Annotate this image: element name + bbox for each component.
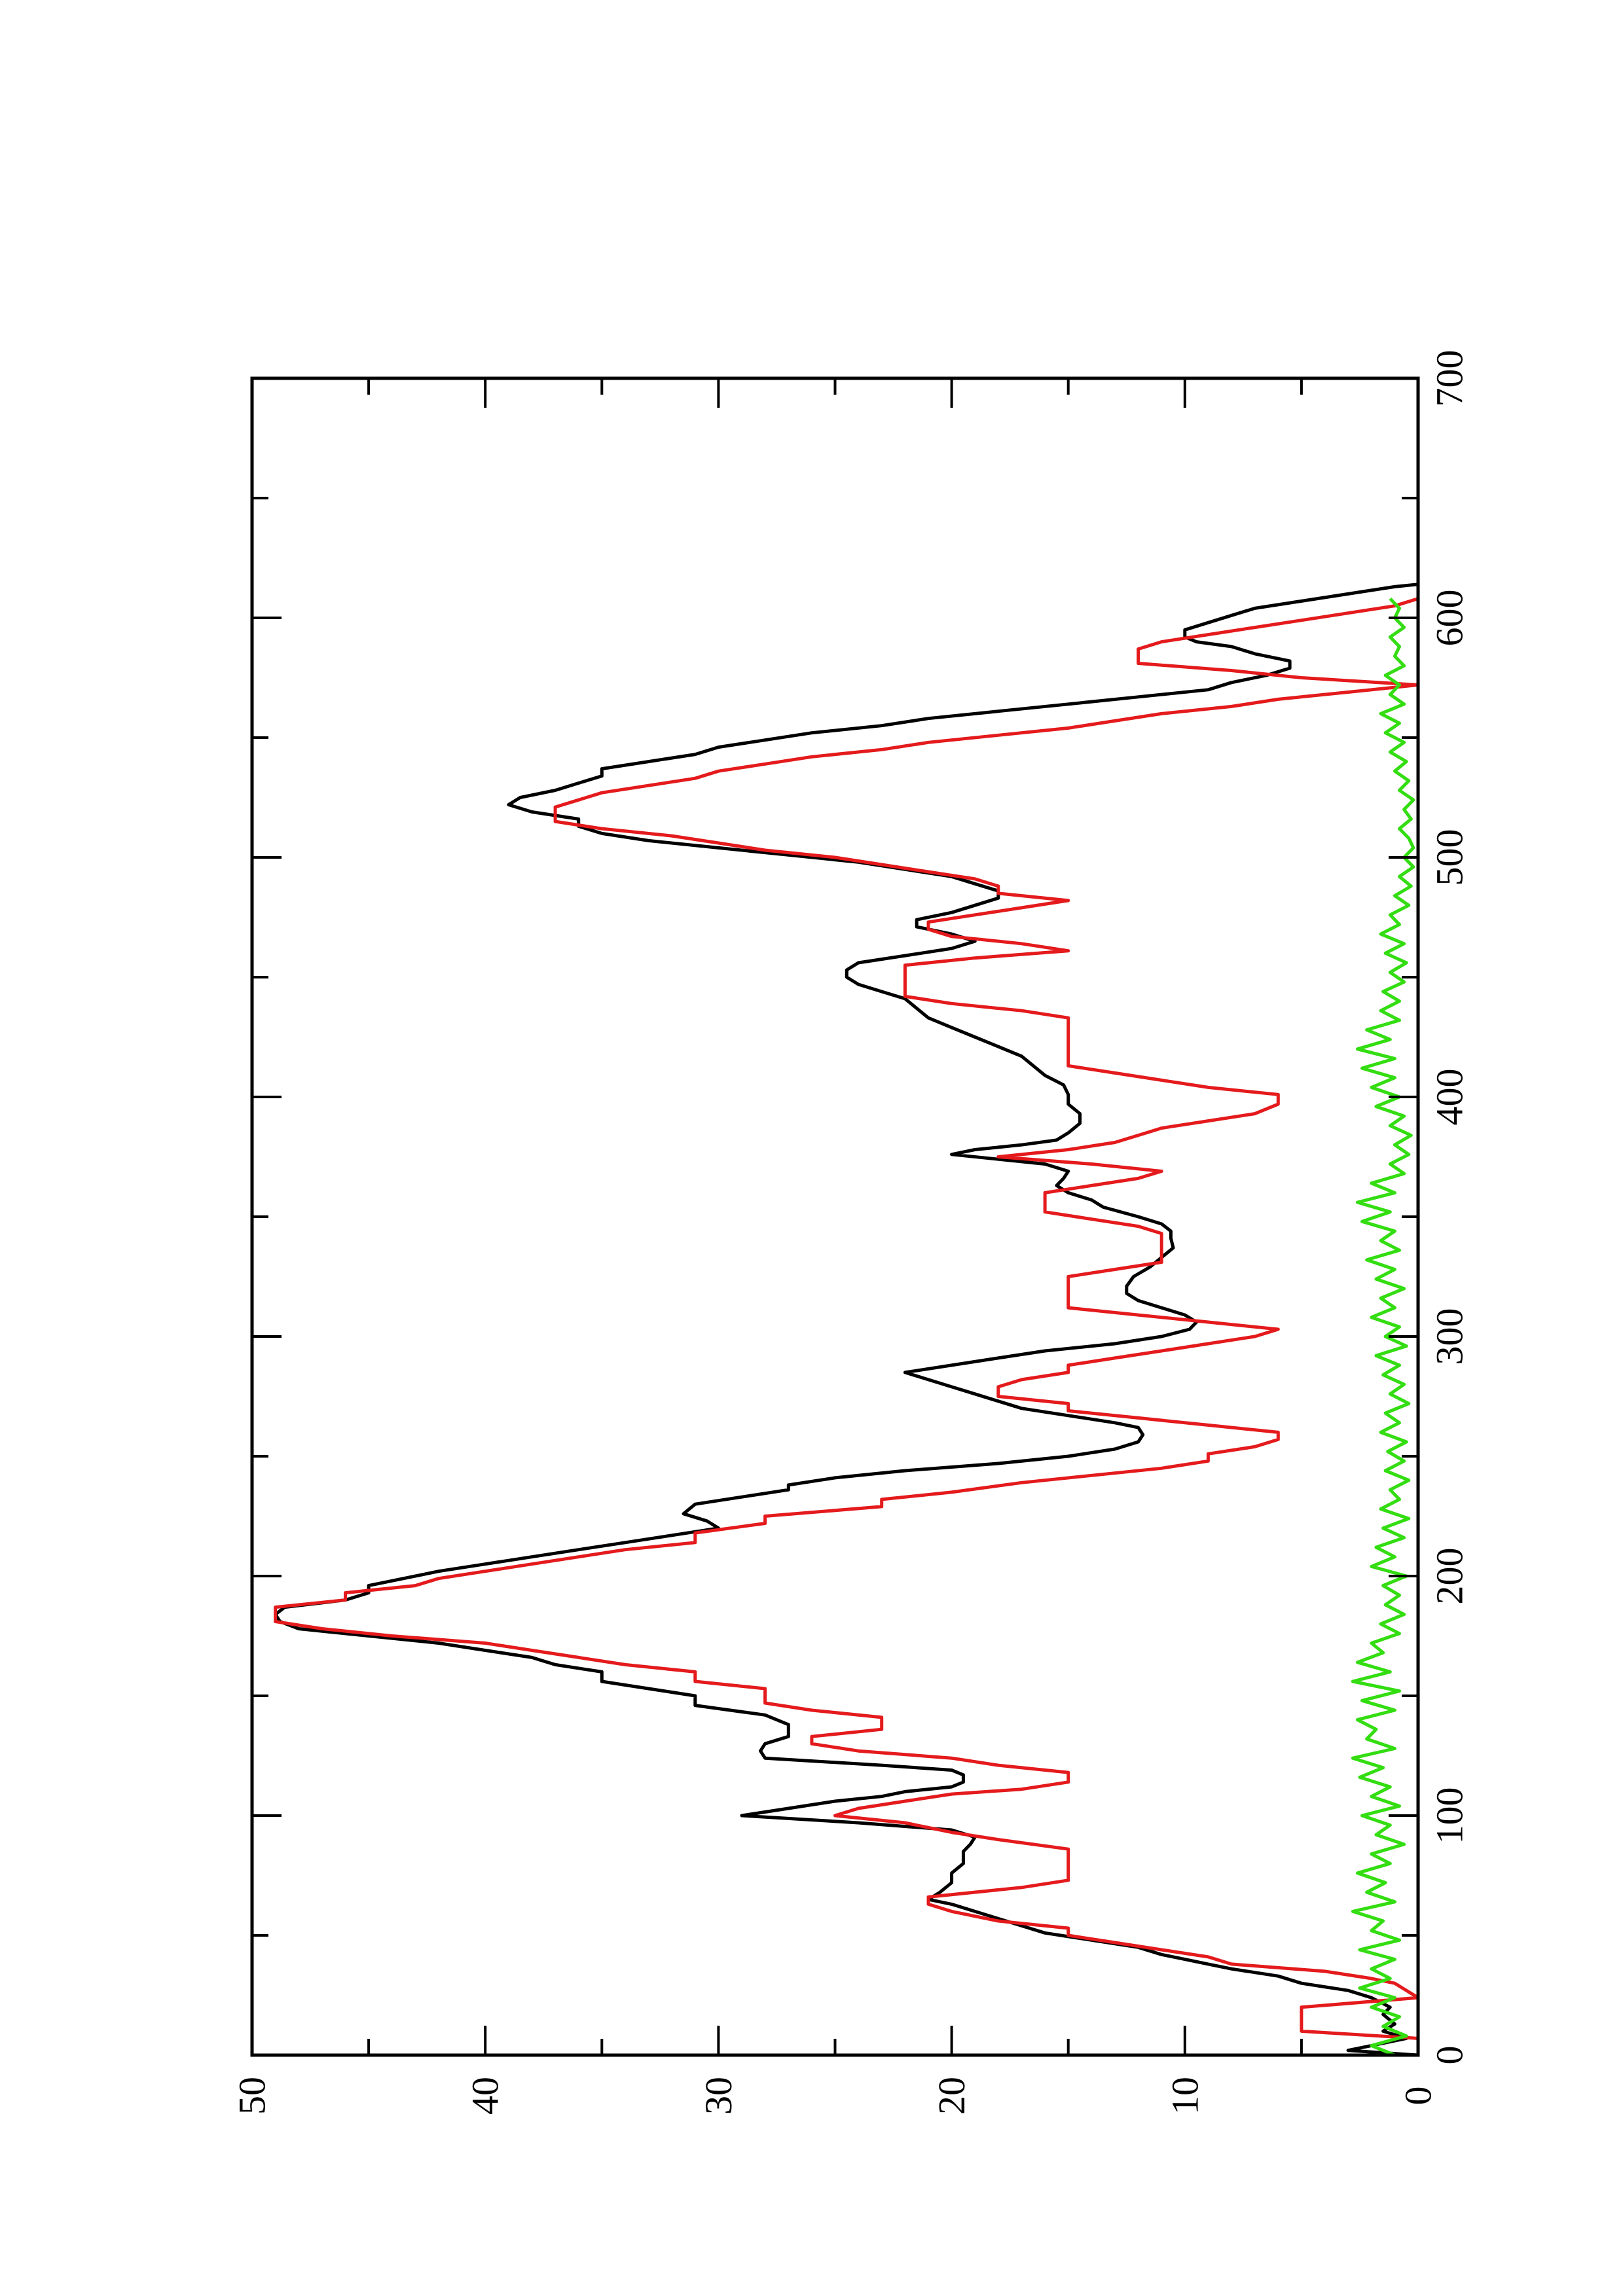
y-tick-label: 20 xyxy=(930,2077,973,2115)
y-tick-label: 30 xyxy=(697,2077,740,2115)
x-tick-label: 500 xyxy=(1429,829,1471,886)
series-line-1 xyxy=(274,583,1419,2057)
x-tick-label: 600 xyxy=(1429,590,1471,647)
tick-layer xyxy=(251,377,1419,2056)
series-line-2 xyxy=(274,597,1420,2055)
series-layer xyxy=(274,583,1420,2057)
y-tick-label: 0 xyxy=(1397,2087,1440,2106)
series-line-3 xyxy=(1351,597,1415,2057)
y-tick-label: 10 xyxy=(1163,2077,1206,2115)
x-tick-label: 100 xyxy=(1429,1787,1471,1844)
x-tick-label: 400 xyxy=(1429,1069,1471,1126)
y-tick-label: 50 xyxy=(231,2077,274,2115)
y-tick-label: 40 xyxy=(464,2077,507,2115)
x-tick-label: 300 xyxy=(1429,1308,1471,1365)
label-layer: 0 100 200 300 400 500 600 700 0 10 20 30 40 50 xyxy=(231,350,1471,2115)
x-tick-label: 700 xyxy=(1429,350,1471,407)
x-tick-label: 200 xyxy=(1429,1548,1471,1605)
x-tick-label: 0 xyxy=(1429,2046,1471,2065)
